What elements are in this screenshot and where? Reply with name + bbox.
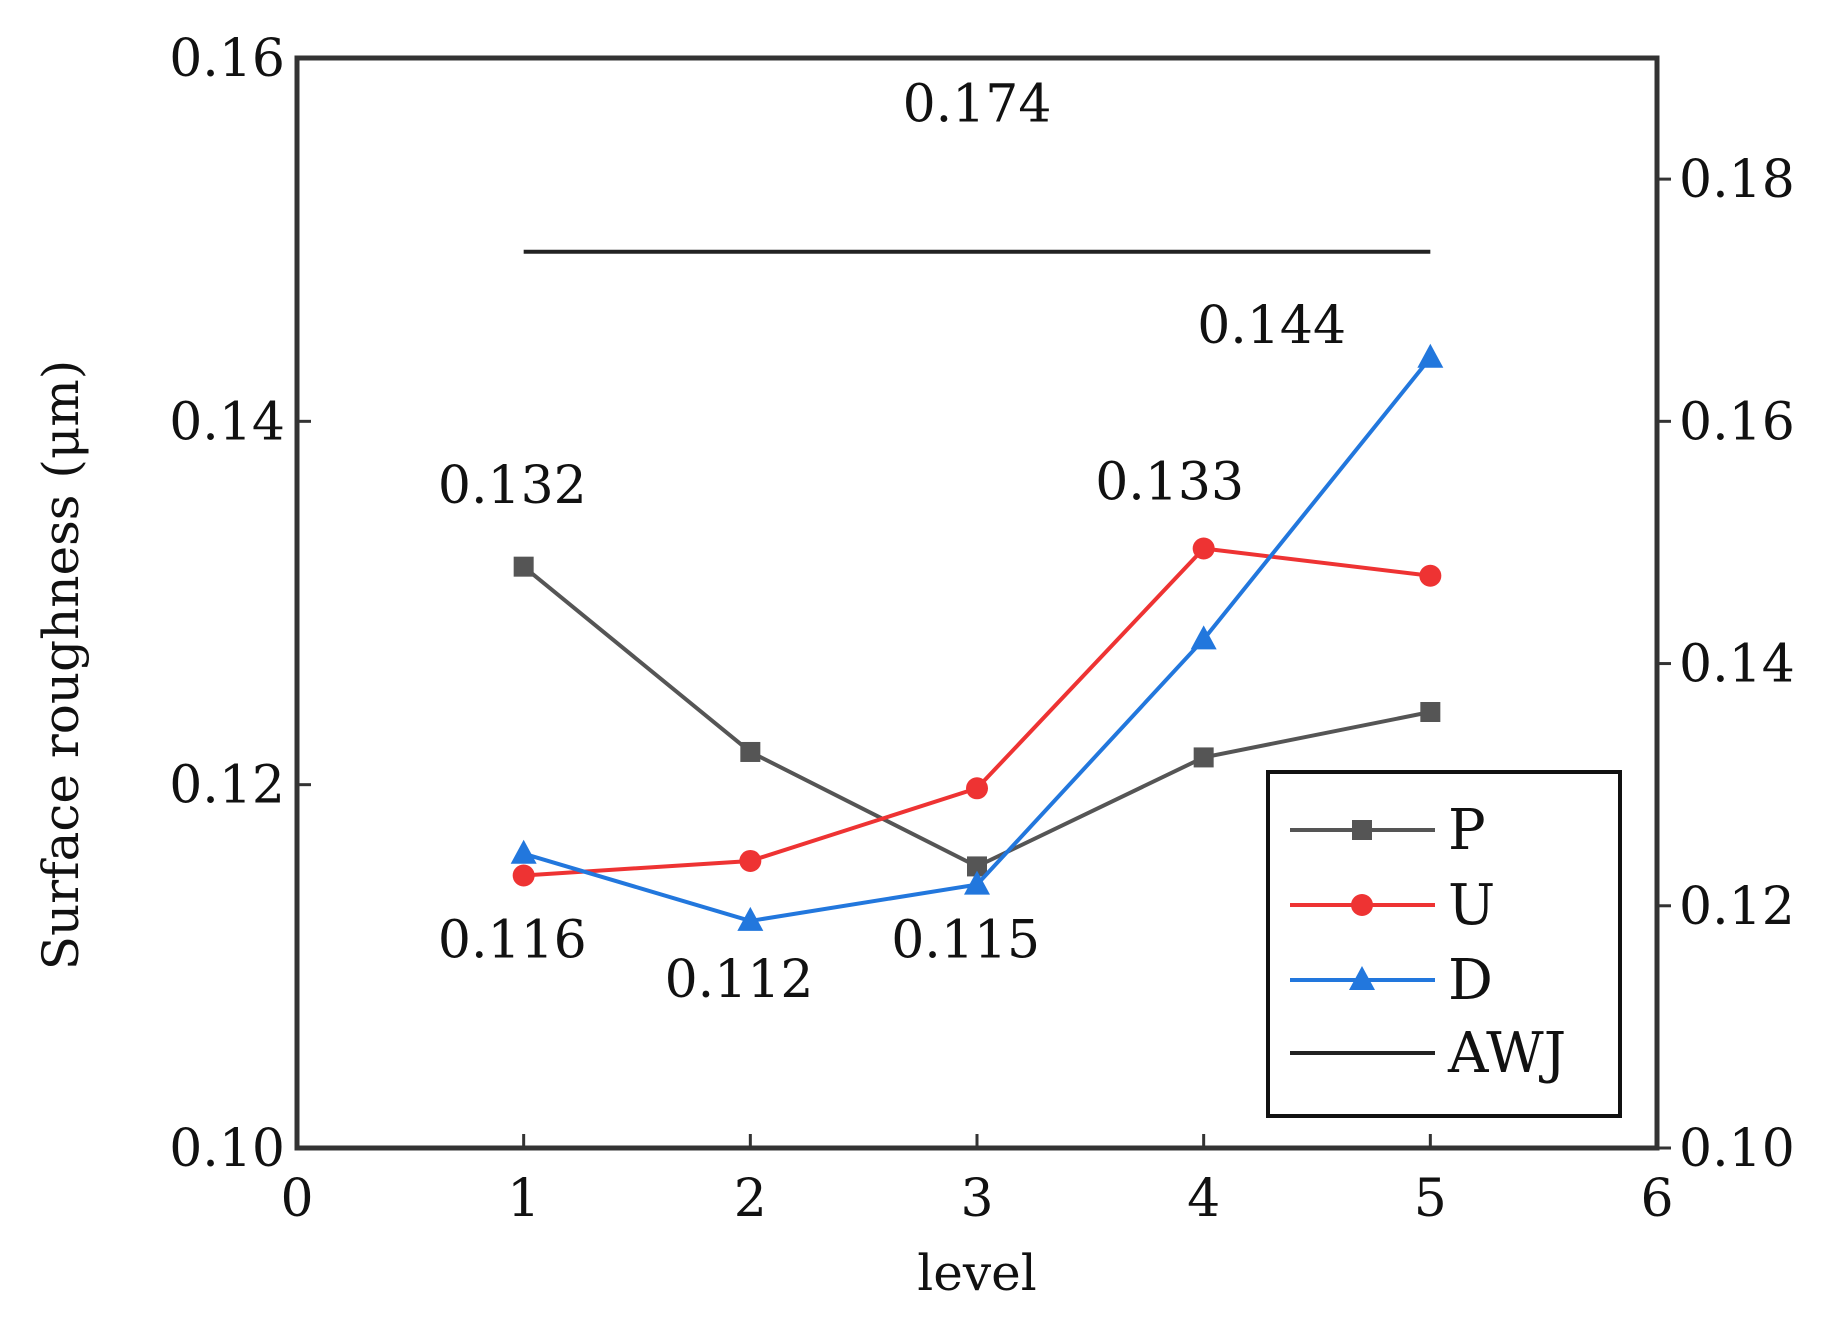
legend-marker-p	[1352, 820, 1372, 840]
data-label-7: 0.144	[1197, 296, 1346, 356]
legend: PUD AWJ	[1266, 770, 1622, 1118]
series-layer	[510, 249, 1444, 931]
series-p-point-4	[1193, 747, 1214, 768]
y-tick-label-2: 0.14	[169, 392, 285, 452]
series-u-point-4	[1192, 537, 1215, 560]
y2-tick-label-1: 0.12	[1679, 877, 1795, 937]
series-p-point-1	[513, 556, 534, 577]
series-d-point-2	[737, 906, 764, 931]
series-d-point-1	[510, 839, 537, 864]
series-d-point-3	[964, 870, 990, 895]
x-tick-label-4: 4	[1187, 1169, 1220, 1229]
y-axis-title: Surface roughness (μm)	[32, 360, 90, 971]
series-p	[513, 556, 1441, 877]
legend-box	[1266, 770, 1622, 1118]
data-label-6: 0.133	[1095, 452, 1244, 512]
series-d-point-4	[1190, 625, 1217, 650]
axis-ticks: 0 1 2 3 4 5 60.100.120.140.160.100.120.140.160…	[169, 29, 1795, 1229]
data-label-2: 0.132	[438, 456, 587, 516]
x-tick-label-0: 0	[280, 1169, 313, 1229]
legend-entry-u: U	[1290, 873, 1495, 938]
data-label-4: 0.112	[665, 950, 814, 1010]
legend-label-u: U	[1448, 873, 1495, 938]
series-u-point-5	[1419, 564, 1442, 587]
legend-entry-d: D	[1290, 948, 1493, 1013]
y-tick-label-3: 0.16	[169, 29, 285, 89]
legend-label-awj: AWJ	[1447, 1021, 1566, 1086]
y-tick-label-1: 0.12	[169, 756, 285, 816]
series-p-point-3	[967, 856, 987, 877]
series-u	[512, 537, 1442, 887]
y2-tick-label-4: 0.18	[1679, 150, 1795, 210]
series-d-point-5	[1417, 343, 1444, 368]
series-p-point-2	[740, 741, 761, 762]
series-u-point-3	[966, 777, 988, 800]
data-label-1: 0.174	[903, 75, 1052, 135]
data-label-3: 0.116	[438, 910, 587, 970]
series-u-point-2	[739, 849, 762, 872]
y2-tick-label-2: 0.14	[1679, 635, 1795, 695]
x-axis-title: level	[917, 1244, 1036, 1302]
series-d	[510, 343, 1444, 931]
legend-entry-awj: AWJ	[1290, 1021, 1566, 1086]
x-tick-label-2: 2	[734, 1169, 767, 1229]
x-tick-label-1: 1	[507, 1169, 540, 1229]
x-tick-label-6: 6	[1640, 1169, 1673, 1229]
y-tick-label-0: 0.10	[169, 1119, 285, 1179]
y2-tick-label-3: 0.16	[1679, 392, 1795, 452]
series-p-point-5	[1420, 702, 1441, 722]
data-labels: 0.174 0.132 0.116 0.112 0.115 0.133 0.144	[438, 75, 1346, 1011]
series-u-point-1	[512, 864, 535, 887]
legend-label-p: P	[1448, 798, 1486, 863]
data-label-5: 0.115	[891, 910, 1040, 970]
x-tick-label-3: 3	[960, 1169, 993, 1229]
legend-entry-p: P	[1290, 798, 1486, 863]
x-tick-label-5: 5	[1414, 1169, 1447, 1229]
legend-label-d: D	[1448, 948, 1493, 1013]
legend-marker-d	[1349, 966, 1375, 990]
y2-tick-label-0: 0.10	[1679, 1119, 1795, 1179]
legend-entries: PUD AWJ	[1290, 798, 1566, 1086]
legend-marker-u	[1351, 894, 1373, 916]
